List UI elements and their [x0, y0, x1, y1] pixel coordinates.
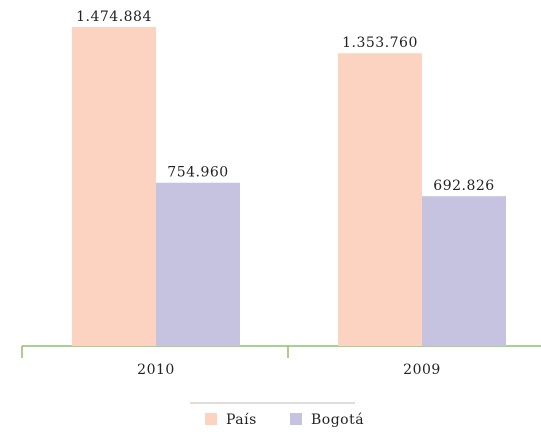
legend-label: País: [226, 412, 257, 428]
legend-label: Bogotá: [311, 412, 364, 428]
data-label: 692.826: [433, 178, 494, 194]
bar: [156, 182, 240, 346]
data-label: 754.960: [167, 165, 228, 181]
legend-swatch: [290, 413, 302, 425]
bar: [72, 27, 156, 346]
bar: [338, 53, 422, 347]
x-tick-label: 2009: [403, 362, 441, 378]
x-tick-label: 2010: [137, 362, 175, 378]
legend-swatch: [205, 413, 217, 425]
bar: [422, 196, 506, 346]
data-label: 1.474.884: [76, 9, 152, 25]
data-label: 1.353.760: [342, 35, 418, 51]
